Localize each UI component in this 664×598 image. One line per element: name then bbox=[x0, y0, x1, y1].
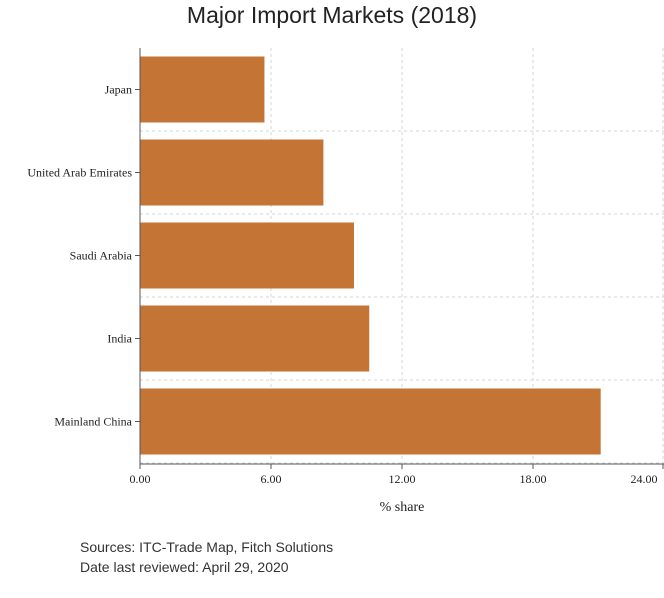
x-tick-label: 12.00 bbox=[389, 472, 416, 486]
bar bbox=[140, 388, 601, 455]
bars bbox=[140, 56, 601, 455]
y-tick-label: United Arab Emirates bbox=[27, 166, 132, 180]
y-tick-label: India bbox=[107, 332, 132, 346]
bar-chart: Japan United Arab Emirates Saudi Arabia Ind… bbox=[27, 48, 664, 515]
bar bbox=[140, 305, 370, 372]
x-tick-label: 24.00 bbox=[631, 472, 658, 486]
y-tick-label: Saudi Arabia bbox=[70, 249, 133, 263]
bar bbox=[140, 56, 265, 123]
x-tick-label: 18.00 bbox=[520, 472, 547, 486]
sources-note: Sources: ITC-Trade Map, Fitch Solutions bbox=[80, 539, 334, 555]
review-date-note: Date last reviewed: April 29, 2020 bbox=[80, 559, 289, 575]
y-tick-label: Japan bbox=[105, 83, 132, 97]
chart-title: Major Import Markets (2018) bbox=[186, 2, 478, 28]
y-tick-label: Mainland China bbox=[54, 415, 132, 429]
axes: Japan United Arab Emirates Saudi Arabia Ind… bbox=[27, 48, 664, 486]
x-axis-title: % share bbox=[380, 500, 425, 515]
chart-footer: Sources: ITC-Trade Map, Fitch Solutions … bbox=[80, 537, 333, 577]
x-tick-label: 0.00 bbox=[130, 472, 151, 486]
bar bbox=[140, 222, 354, 289]
bar bbox=[140, 139, 324, 206]
x-tick-label: 6.00 bbox=[261, 472, 282, 486]
